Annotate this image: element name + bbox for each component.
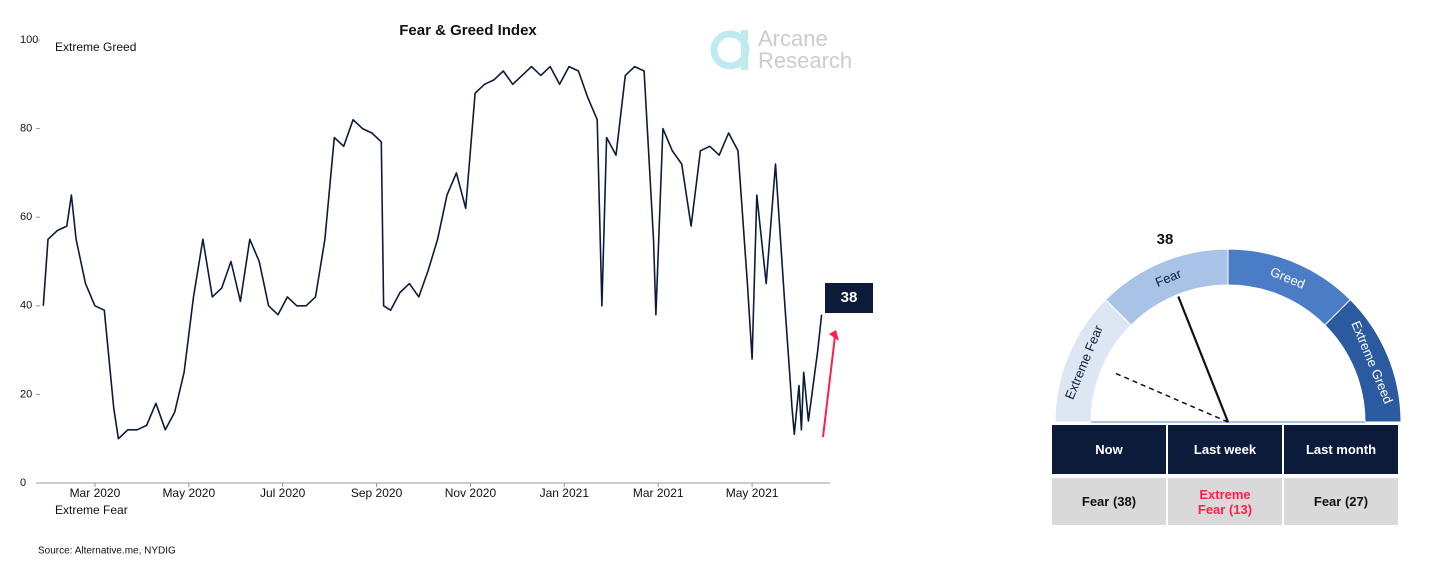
y-tick-label: 20 bbox=[20, 388, 32, 400]
arrow bbox=[822, 335, 836, 438]
source: Source: Alternative.me, NYDIG bbox=[38, 546, 176, 557]
gauge-band bbox=[1104, 248, 1229, 326]
x-tick-label: May 2020 bbox=[162, 486, 215, 500]
cell: Fear (38) bbox=[1052, 478, 1166, 525]
logo: Arcane Research bbox=[710, 26, 852, 73]
gauge-band bbox=[1324, 298, 1402, 423]
header-cell: Last month bbox=[1284, 425, 1398, 474]
x-tick-label: Jan 2021 bbox=[540, 486, 590, 500]
y-tick-label: 100 bbox=[20, 34, 38, 46]
header-cell: Now bbox=[1052, 425, 1166, 474]
table-header: Now Last week Last month bbox=[1052, 425, 1398, 474]
chart-title: Fear & Greed Index bbox=[399, 22, 537, 39]
x-tick-label: Mar 2021 bbox=[633, 486, 684, 500]
annotation: Extreme Greed bbox=[55, 40, 136, 54]
needle bbox=[1177, 296, 1230, 423]
cell: Fear (27) bbox=[1284, 478, 1398, 525]
gauge-value: 38 bbox=[1157, 231, 1174, 248]
gauge-band bbox=[1227, 248, 1352, 326]
needle-previous bbox=[1112, 371, 1229, 423]
value-box bbox=[825, 283, 873, 313]
y-tick-label: 0 bbox=[20, 477, 26, 489]
x-tick-label: Nov 2020 bbox=[445, 486, 497, 500]
logo-text: Arcane bbox=[758, 26, 828, 51]
x-tick-label: May 2021 bbox=[726, 486, 779, 500]
annotation: Extreme Fear bbox=[55, 503, 128, 517]
cell: Extreme Fear (13) bbox=[1168, 478, 1282, 525]
table-row: Fear (38) Extreme Fear (13) Fear (27) bbox=[1052, 478, 1398, 525]
y-tick-label: 40 bbox=[20, 300, 32, 312]
table: Now Last week Last month Fear (38) Extre… bbox=[1050, 421, 1400, 529]
x-tick-label: Sep 2020 bbox=[351, 486, 403, 500]
y-tick-label: 80 bbox=[20, 123, 32, 135]
value-label: 38 bbox=[841, 289, 858, 306]
x-tick-label: Mar 2020 bbox=[70, 486, 121, 500]
logo-text: Research bbox=[758, 48, 852, 73]
line bbox=[42, 65, 823, 440]
logo-icon bbox=[741, 30, 748, 70]
arrow-head bbox=[829, 330, 839, 341]
x-tick-label: Jul 2020 bbox=[260, 486, 306, 500]
gauge-band bbox=[1054, 298, 1132, 423]
header-cell: Last week bbox=[1168, 425, 1282, 474]
y-tick-label: 60 bbox=[20, 211, 32, 223]
